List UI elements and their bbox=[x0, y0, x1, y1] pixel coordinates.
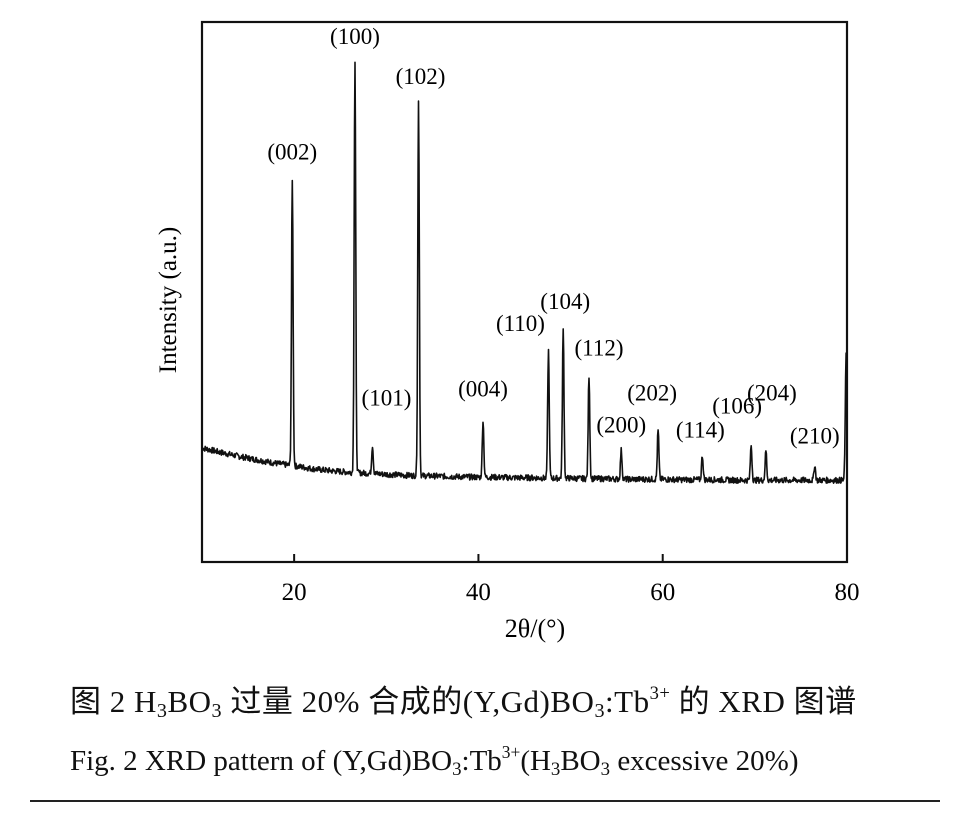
caption-rule bbox=[30, 800, 940, 802]
x-axis-label: 2θ/(°) bbox=[505, 614, 565, 643]
plot-frame bbox=[200, 20, 849, 564]
x-tick-label: 80 bbox=[835, 579, 860, 606]
x-tick-label: 60 bbox=[650, 579, 675, 606]
x-tick-labels: 20 40 60 80 bbox=[282, 579, 860, 606]
cap-cn-sub1: 3 bbox=[156, 700, 168, 723]
peak-label: (110) bbox=[496, 311, 545, 336]
peak-label: (200) bbox=[596, 412, 646, 437]
cap-en-mid2: (H bbox=[520, 745, 551, 778]
x-tick-label: 40 bbox=[466, 579, 491, 606]
peak-label: (104) bbox=[540, 289, 590, 314]
peak-label: (002) bbox=[267, 139, 317, 164]
xrd-pattern-line bbox=[201, 61, 848, 484]
cap-en-sup1: 3+ bbox=[501, 742, 521, 762]
peak-label: (106) bbox=[712, 393, 762, 418]
cap-en-sub3: 3 bbox=[600, 758, 611, 780]
cap-cn-prefix: 图 2 H bbox=[70, 684, 157, 719]
peak-label: (004) bbox=[458, 376, 508, 401]
caption-english: Fig. 2 XRD pattern of (Y,Gd)BO3:Tb3+(H3B… bbox=[70, 742, 799, 781]
cap-cn-sub3: 3 bbox=[594, 700, 606, 723]
cap-cn-suffix: 的 XRD 图谱 bbox=[670, 684, 857, 719]
caption-chinese: 图 2 H3BO3 过量 20% 合成的(Y,Gd)BO3:Tb3+ 的 XRD… bbox=[70, 676, 857, 723]
cap-cn-mid1: BO bbox=[167, 684, 212, 719]
cap-en-mid1: :Tb bbox=[461, 745, 502, 778]
cap-cn-sup1: 3+ bbox=[649, 682, 671, 704]
peak-label: (204) bbox=[747, 380, 797, 405]
cap-cn-mid3: :Tb bbox=[605, 684, 650, 719]
peak-label: (101) bbox=[362, 385, 412, 410]
peak-label: (202) bbox=[627, 380, 677, 405]
peak-labels: (002) (100) (101) (102) (004) (110)(104) (112)… bbox=[267, 24, 839, 448]
x-ticks bbox=[293, 554, 848, 562]
peak-label: (112) bbox=[575, 336, 624, 361]
y-axis-label: Intensity (a.u.) bbox=[155, 227, 182, 373]
cap-en-sub2: 3 bbox=[550, 758, 561, 780]
x-tick-label: 20 bbox=[282, 579, 307, 606]
cap-en-suffix: excessive 20%) bbox=[610, 745, 799, 778]
peak-label: (210) bbox=[790, 423, 840, 448]
cap-cn-sub2: 3 bbox=[211, 700, 223, 723]
peak-label: (100) bbox=[330, 24, 380, 49]
cap-en-mid3: BO bbox=[560, 745, 601, 778]
cap-en-prefix: Fig. 2 XRD pattern of (Y,Gd)BO bbox=[70, 745, 453, 778]
cap-cn-mid2: 过量 20% 合成的(Y,Gd)BO bbox=[222, 684, 595, 719]
peak-label: (114) bbox=[676, 417, 725, 442]
peak-label: (102) bbox=[396, 64, 446, 89]
cap-en-sub1: 3 bbox=[452, 758, 462, 780]
